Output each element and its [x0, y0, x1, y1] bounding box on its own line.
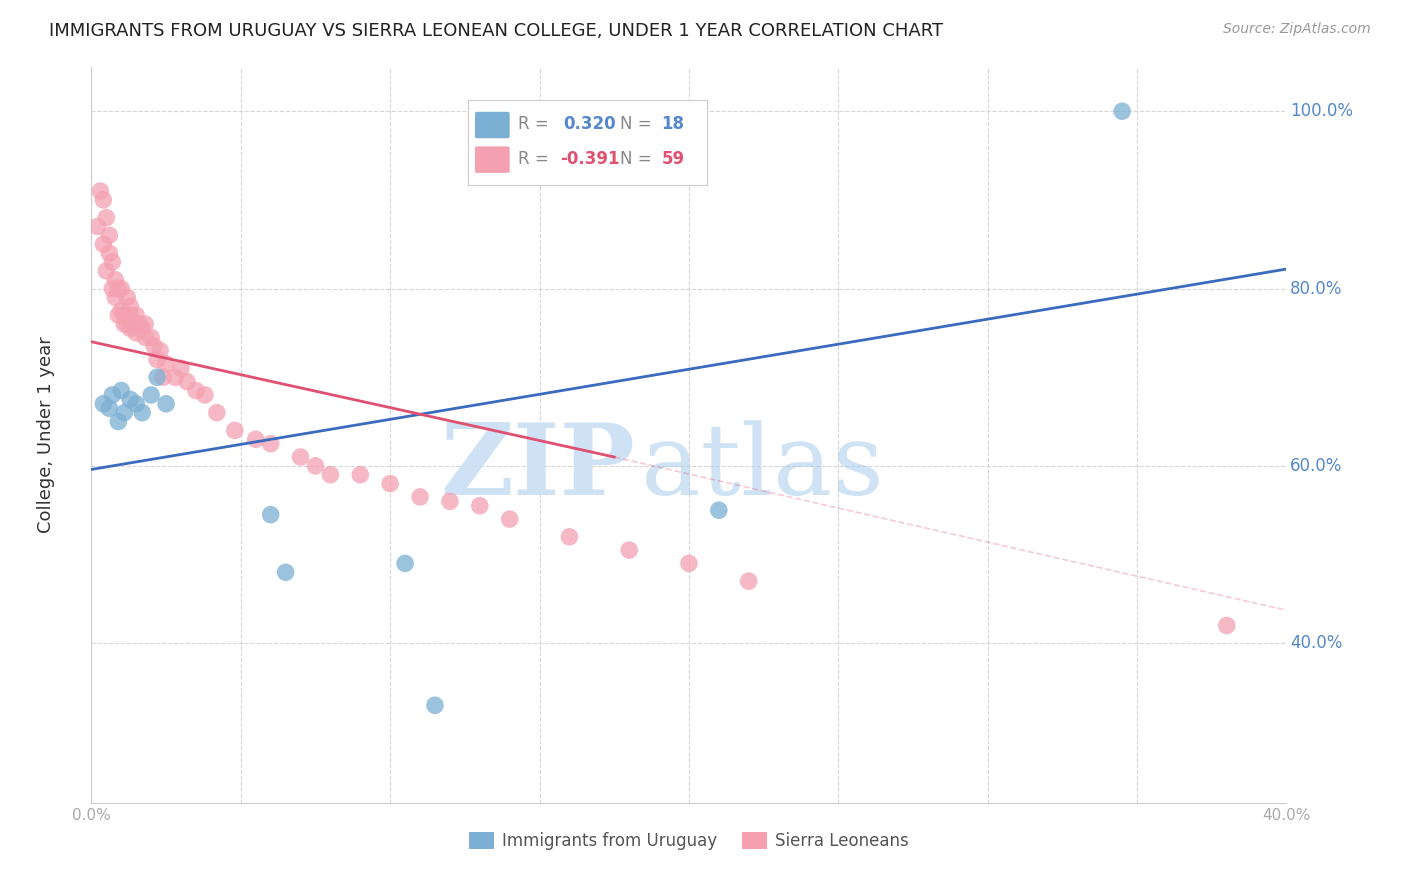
Text: IMMIGRANTS FROM URUGUAY VS SIERRA LEONEAN COLLEGE, UNDER 1 YEAR CORRELATION CHAR: IMMIGRANTS FROM URUGUAY VS SIERRA LEONEA… — [49, 22, 943, 40]
Text: 59: 59 — [661, 150, 685, 168]
Point — [125, 308, 148, 322]
Point — [409, 490, 432, 504]
Text: 60.0%: 60.0% — [1291, 457, 1343, 475]
Point — [93, 193, 115, 207]
Point — [274, 566, 297, 580]
Point — [155, 357, 177, 371]
Point — [146, 352, 169, 367]
Point — [423, 698, 446, 713]
Text: N =: N = — [620, 150, 657, 168]
Point — [394, 557, 416, 571]
Point — [707, 503, 730, 517]
Point — [558, 530, 581, 544]
Point — [131, 321, 153, 335]
Point — [439, 494, 461, 508]
Point — [194, 388, 217, 402]
Text: 100.0%: 100.0% — [1291, 103, 1353, 120]
FancyBboxPatch shape — [468, 100, 707, 185]
Text: atlas: atlas — [641, 420, 884, 516]
Point — [101, 281, 124, 295]
Point — [149, 343, 172, 358]
Point — [141, 330, 163, 344]
Point — [1111, 104, 1133, 119]
Point — [107, 308, 129, 322]
Point — [96, 264, 118, 278]
Point — [259, 508, 281, 522]
Text: College, Under 1 year: College, Under 1 year — [37, 336, 55, 533]
Point — [152, 370, 174, 384]
FancyBboxPatch shape — [475, 112, 510, 138]
Text: 80.0%: 80.0% — [1291, 279, 1343, 298]
Point — [499, 512, 522, 526]
Point — [141, 388, 163, 402]
Point — [245, 432, 267, 446]
Legend: Immigrants from Uruguay, Sierra Leoneans: Immigrants from Uruguay, Sierra Leoneans — [463, 825, 915, 857]
Point — [349, 467, 371, 482]
Point — [101, 388, 124, 402]
Point — [155, 397, 177, 411]
Point — [468, 499, 491, 513]
Point — [224, 424, 246, 438]
Point — [101, 255, 124, 269]
Point — [134, 330, 156, 344]
Point — [110, 384, 132, 398]
Point — [176, 375, 198, 389]
Point — [1216, 618, 1239, 632]
Text: R =: R = — [517, 150, 554, 168]
Point — [96, 211, 118, 225]
Point — [89, 184, 111, 198]
Text: ZIP: ZIP — [440, 419, 636, 516]
Point — [170, 361, 193, 376]
Point — [678, 557, 700, 571]
Point — [110, 303, 132, 318]
Point — [112, 406, 135, 420]
Point — [115, 317, 138, 331]
Point — [184, 384, 207, 398]
Point — [86, 219, 108, 234]
Point — [319, 467, 342, 482]
Point — [112, 317, 135, 331]
Point — [134, 317, 156, 331]
Point — [122, 317, 145, 331]
FancyBboxPatch shape — [475, 146, 510, 173]
Point — [112, 308, 135, 322]
Point — [259, 436, 281, 450]
Text: N =: N = — [620, 115, 657, 133]
Text: 18: 18 — [661, 115, 685, 133]
Point — [163, 370, 186, 384]
Point — [104, 273, 127, 287]
Text: Source: ZipAtlas.com: Source: ZipAtlas.com — [1223, 22, 1371, 37]
Point — [98, 401, 121, 416]
Point — [304, 458, 326, 473]
Point — [115, 290, 138, 304]
Point — [146, 370, 169, 384]
Point — [120, 308, 142, 322]
Point — [107, 415, 129, 429]
Point — [143, 339, 166, 353]
Point — [98, 246, 121, 260]
Text: 0.320: 0.320 — [564, 115, 616, 133]
Point — [619, 543, 641, 558]
Point — [131, 406, 153, 420]
Point — [93, 237, 115, 252]
Text: R =: R = — [517, 115, 554, 133]
Point — [205, 406, 228, 420]
Text: 40.0%: 40.0% — [1291, 634, 1343, 652]
Text: -0.391: -0.391 — [560, 150, 620, 168]
Point — [290, 450, 312, 464]
Point — [380, 476, 402, 491]
Point — [128, 317, 150, 331]
Point — [125, 397, 148, 411]
Point — [93, 397, 115, 411]
Point — [125, 326, 148, 340]
Point — [104, 290, 127, 304]
Point — [98, 228, 121, 243]
Point — [120, 392, 142, 407]
Point — [110, 281, 132, 295]
Point — [120, 321, 142, 335]
Point — [737, 574, 759, 589]
Point — [107, 281, 129, 295]
Point — [120, 299, 142, 313]
